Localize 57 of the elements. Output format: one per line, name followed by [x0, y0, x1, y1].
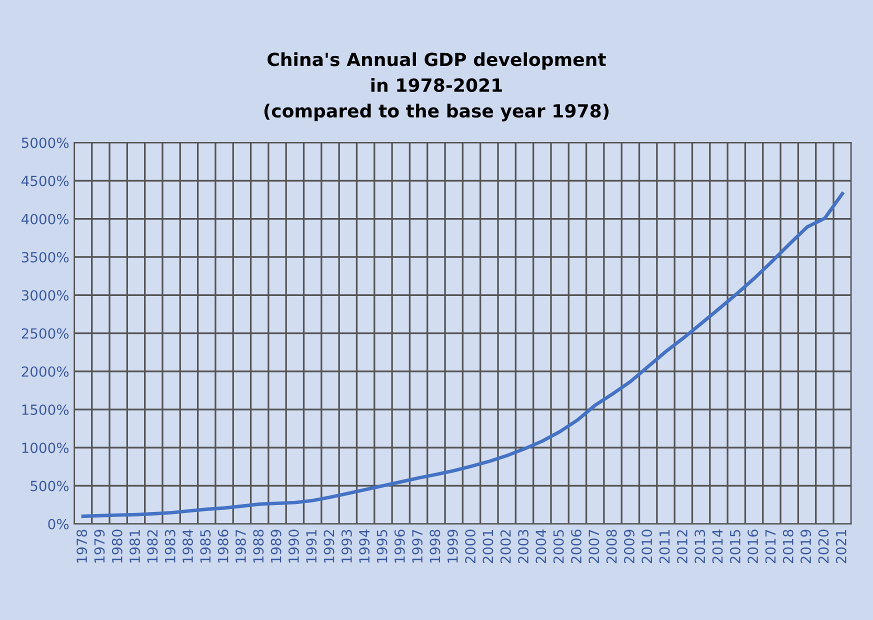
x-tick-label: 2017 [765, 530, 776, 564]
y-tick-label: 2000% [22, 366, 69, 377]
y-tick-label: 500% [30, 480, 69, 492]
x-tick-label: 2011 [659, 530, 670, 564]
x-tick-label: 1994 [359, 530, 370, 563]
x-tick-label: 2009 [624, 530, 634, 564]
x-tick-label: 1982 [147, 530, 158, 563]
x-tick-label: 1990 [288, 530, 299, 563]
x-tick-label: 1983 [164, 530, 176, 563]
x-tick-label: 1985 [200, 530, 211, 563]
x-tick-label: 1987 [235, 530, 246, 563]
x-tick-label: 1993 [341, 530, 352, 563]
x-tick-label: 2003 [518, 530, 529, 564]
x-tick-label: 1981 [130, 530, 140, 563]
x-tick-label: 2016 [748, 530, 758, 564]
x-tick-label: 1992 [324, 530, 334, 563]
x-tick-label: 1979 [94, 530, 105, 563]
line-series [81, 192, 844, 518]
x-tick-label: 2019 [800, 530, 812, 564]
x-tick-label: 2018 [782, 530, 794, 564]
x-tick-label: 1997 [412, 530, 423, 563]
y-tick-label: 4000% [21, 214, 69, 224]
y-tick-label: 3000% [22, 290, 69, 301]
x-tick-label: 2021 [836, 530, 846, 564]
x-tick-label: 2020 [818, 530, 829, 564]
y-tick-label: 1500% [22, 404, 69, 415]
x-tick-label: 1998 [430, 530, 440, 563]
x-tick-label: 2014 [712, 530, 723, 564]
x-tick-label: 2007 [588, 530, 600, 564]
x-tick-label: 1996 [394, 530, 405, 563]
x-tick-label: 1986 [218, 530, 228, 563]
x-tick-label: 2013 [694, 530, 706, 564]
x-tick-label: 1984 [182, 530, 194, 563]
x-tick-label: 2001 [482, 530, 494, 564]
x-tick-label: 2006 [570, 530, 582, 564]
y-tick-label: 3500% [22, 252, 69, 262]
x-tick-label: 1978 [76, 530, 88, 563]
y-tick-label: 2500% [22, 328, 69, 339]
x-tick-label: 2000 [465, 530, 476, 564]
x-tick-label: 2005 [553, 530, 564, 564]
x-tick-label: 2012 [676, 530, 688, 564]
y-tick-label: 4500% [21, 176, 69, 186]
chart-title: China's Annual GDP development in 1978-2021 (compared to the base year 1978) [264, 52, 609, 122]
x-tick-label: 2015 [730, 530, 740, 564]
x-tick-label: 1980 [112, 530, 122, 563]
x-tick-label: 1995 [376, 530, 388, 563]
x-tick-label: 1989 [270, 530, 282, 563]
x-tick-label: 1999 [447, 530, 458, 563]
x-tick-label: 2010 [642, 530, 652, 564]
x-tick-label: 1988 [253, 530, 264, 563]
y-tick-label: 0% [48, 518, 69, 530]
y-tick-label: 1000% [22, 442, 69, 454]
x-tick-label: 2002 [500, 530, 511, 564]
x-tick-label: 2004 [536, 530, 546, 564]
x-tick-label: 2008 [606, 530, 617, 564]
y-tick-label: 5000% [22, 138, 69, 148]
x-tick-label: 1991 [306, 530, 317, 563]
